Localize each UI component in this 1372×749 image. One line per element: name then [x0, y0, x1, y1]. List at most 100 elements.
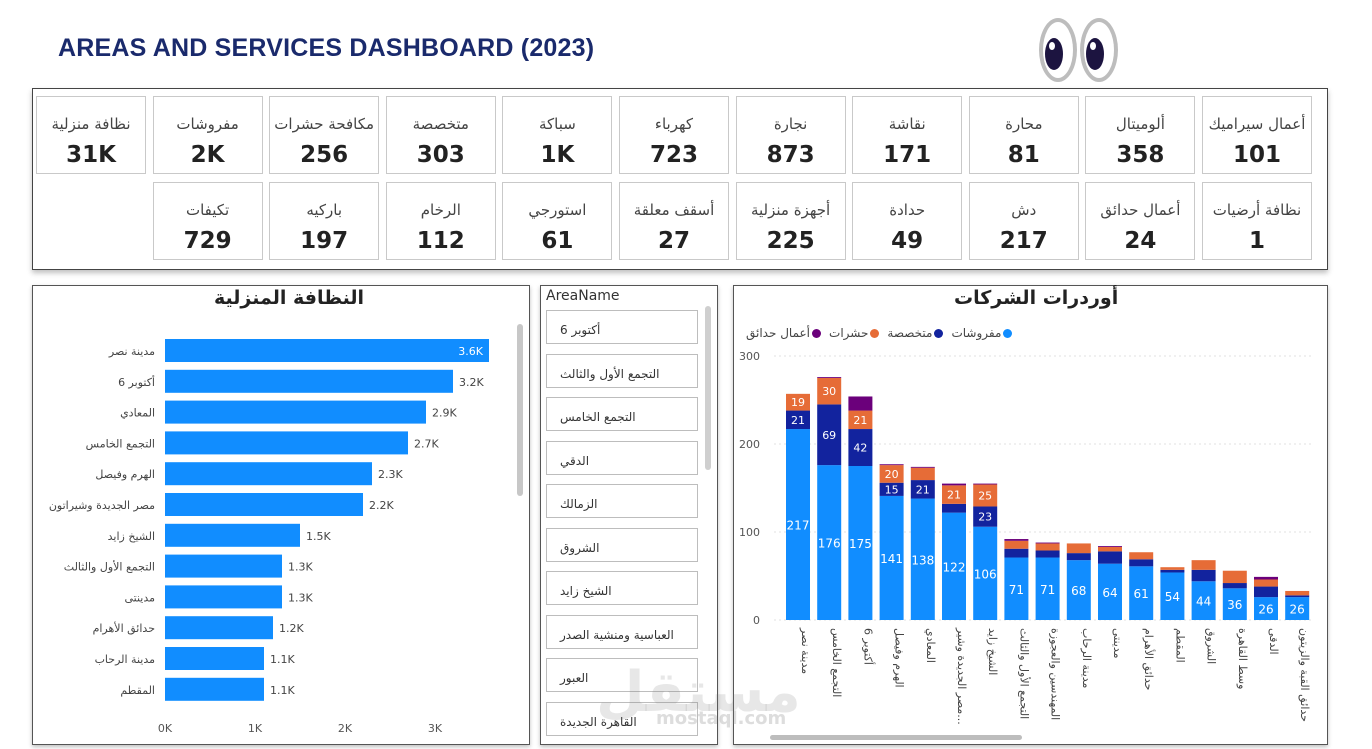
slicer-item[interactable]: القاهرة الجديدة [546, 701, 698, 736]
data-label: 175 [849, 537, 872, 551]
kpi-label: تكيفات [185, 201, 230, 219]
kpi-value: 1 [1248, 228, 1265, 254]
stack-segment [1066, 553, 1091, 561]
company-orders-chart-title: أوردرات الشركات [954, 287, 1119, 309]
slicer-item[interactable]: التجمع الأول والثالث [546, 353, 698, 388]
stack-segment [973, 506, 998, 527]
slicer-item[interactable]: التجمع الخامس [546, 397, 698, 431]
legend-item[interactable]: حشرات [829, 326, 881, 340]
stack-segment [848, 429, 873, 466]
stack-segment [910, 498, 935, 620]
stack-segment [1285, 595, 1310, 598]
stack-segment [1191, 581, 1216, 620]
data-label: 2.7K [414, 437, 439, 450]
company-orders-stacked-chart: 0 100 200 300 217 21 19 مدينة نصر 176 69 30 التجمع … [739, 350, 1314, 725]
stack-segment [879, 464, 904, 466]
slicer-item-label: الشروق [560, 540, 600, 555]
data-label: 36 [1227, 598, 1242, 612]
kpi-card: مفروشات 2K [152, 96, 263, 174]
x-tick-label: 0K [158, 722, 173, 735]
category-label: الدقى [1267, 628, 1280, 655]
kpi-label: كهرباء [654, 115, 694, 133]
kpi-card: ألوميتال 358 [1085, 96, 1196, 174]
kpi-value: 225 [766, 228, 815, 254]
legend-label: مفروشات [951, 326, 1002, 340]
category-label: المعادي [120, 407, 155, 420]
category-label: وسط القاهرة [1236, 628, 1249, 689]
stack-segment [1035, 543, 1060, 551]
bar [165, 585, 282, 609]
category-label: مدينة نصر [799, 627, 812, 674]
data-label: 2.3K [378, 468, 403, 481]
kpi-label: نجارة [773, 115, 808, 133]
stack-segment [1129, 552, 1154, 560]
stack-segment [1004, 539, 1029, 541]
data-label: 1.5K [306, 530, 331, 543]
legend-item[interactable]: متخصصة [887, 326, 945, 340]
kpi-value: 873 [766, 142, 815, 168]
kpi-card: نظافة منزلية 31K [36, 96, 146, 174]
legend-dot-icon [934, 329, 944, 338]
slicer-item-label: القاهرة الجديدة [560, 714, 637, 729]
kpi-label: استورجي [528, 201, 587, 219]
bar [165, 616, 273, 640]
kpi-card: أسقف معلقة 27 [619, 182, 729, 260]
stack-segment [1222, 570, 1247, 584]
data-label: 25 [978, 489, 992, 502]
slicer-item[interactable]: العباسية ومنشية الصدر [546, 614, 698, 649]
dashboard-title: AREAS AND SERVICES DASHBOARD (2023) [58, 34, 595, 62]
slicer-item[interactable]: الشيخ زايد [546, 571, 698, 605]
data-label: 21 [853, 414, 867, 427]
data-label: 141 [880, 552, 903, 566]
data-label: 19 [791, 396, 805, 409]
kpi-value: 358 [1116, 142, 1165, 168]
data-label: 217 [787, 519, 810, 533]
data-label: 54 [1165, 590, 1180, 604]
stack-segment [942, 503, 966, 513]
kpi-label: مكافحة حشرات [274, 115, 375, 133]
slicer-scrollbar[interactable] [705, 306, 711, 470]
slicer-item[interactable]: الزمالك [546, 484, 698, 518]
chart-horizontal-scrollbar[interactable] [770, 735, 1022, 740]
kpi-card: كهرباء 723 [619, 96, 729, 174]
kpi-value: 81 [1007, 142, 1040, 168]
stack-segment [1222, 588, 1247, 620]
stack-segment [817, 465, 842, 620]
stack-segment [786, 410, 810, 430]
stack-segment [786, 429, 810, 620]
legend-item[interactable]: أعمال حدائق [746, 326, 823, 340]
slicer-item[interactable]: العبور [546, 658, 698, 692]
legend-dot-icon [870, 329, 880, 338]
stack-segment [1129, 559, 1154, 567]
data-label: 3.2K [459, 376, 484, 389]
category-label: الشروق [1205, 628, 1218, 664]
data-label: 138 [911, 553, 934, 567]
slicer-item[interactable]: الشروق [546, 527, 698, 562]
kpi-card: متخصصة 303 [385, 96, 496, 174]
slicer-item[interactable]: الدقي [546, 440, 698, 475]
category-label: المقطم [120, 684, 155, 697]
kpi-label: دش [1011, 201, 1037, 219]
kpi-card: استورجي 61 [502, 182, 613, 260]
stack-segment [1160, 567, 1185, 570]
kpi-label: نظافة منزلية [51, 115, 131, 133]
chart-scrollbar[interactable] [517, 324, 523, 496]
stack-segment [848, 466, 873, 620]
x-tick-label: 1K [248, 722, 263, 735]
bar [165, 339, 489, 362]
category-label: مدينتى [124, 591, 155, 604]
data-label: 176 [818, 537, 841, 551]
bar [165, 431, 408, 455]
data-label: 3.6K [458, 345, 483, 358]
legend-label: متخصصة [887, 326, 933, 340]
stack-segment [1254, 579, 1278, 587]
kpi-card: باركيه 197 [269, 182, 380, 260]
stack-segment [1035, 550, 1060, 558]
stack-segment [973, 483, 998, 485]
kpi-card: نجارة 873 [735, 96, 846, 174]
watermark: مستقل [596, 660, 801, 725]
legend-label: أعمال حدائق [746, 326, 811, 340]
slicer-item[interactable]: أكتوبر 6 [546, 310, 698, 344]
legend-item[interactable]: مفروشات [951, 326, 1014, 340]
bar [165, 554, 282, 578]
